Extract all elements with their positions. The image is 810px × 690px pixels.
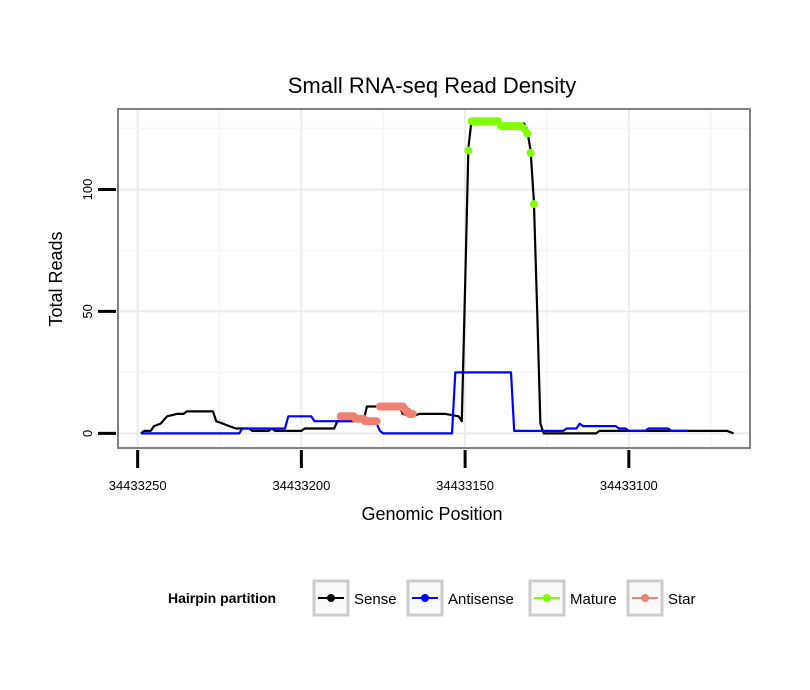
x-axis-label: Genomic Position (361, 504, 502, 524)
y-tick-label: 100 (80, 179, 95, 201)
data-point-mature (523, 129, 532, 138)
y-axis-label: Total Reads (46, 231, 66, 326)
axes: 34433250 34433200 34433150 34433100 0 50 100 (80, 179, 658, 493)
y-tick-label: 50 (80, 304, 95, 318)
plot-border (117, 108, 751, 449)
plot-panel (118, 109, 750, 448)
x-tick-label: 34433100 (600, 478, 658, 493)
data-point-mature (526, 148, 535, 157)
x-tick-label: 34433150 (436, 478, 494, 493)
legend-key-point (421, 594, 429, 602)
data-point-mature (529, 200, 538, 209)
data-point-mature (464, 146, 473, 155)
legend-label-star: Star (668, 591, 696, 608)
data-point-star (372, 417, 381, 426)
y-tick-label: 0 (80, 430, 95, 437)
x-tick-label: 34433200 (272, 478, 330, 493)
series-line-sense (140, 117, 734, 435)
legend-key-point (641, 594, 649, 602)
legend-label-sense: Sense (354, 591, 397, 608)
legend: Hairpin partition Sense Antisense Mature St… (168, 579, 696, 617)
series-line-antisense (140, 371, 688, 435)
legend-label-mature: Mature (570, 591, 617, 608)
legend-key-point (327, 594, 335, 602)
chart-title: Small RNA-seq Read Density (288, 73, 577, 98)
data-point-star (408, 409, 417, 418)
legend-label-antisense: Antisense (448, 591, 514, 608)
series-layer (140, 117, 734, 435)
legend-key-point (543, 594, 551, 602)
legend-title: Hairpin partition (168, 590, 276, 606)
x-tick-label: 34433250 (109, 478, 167, 493)
